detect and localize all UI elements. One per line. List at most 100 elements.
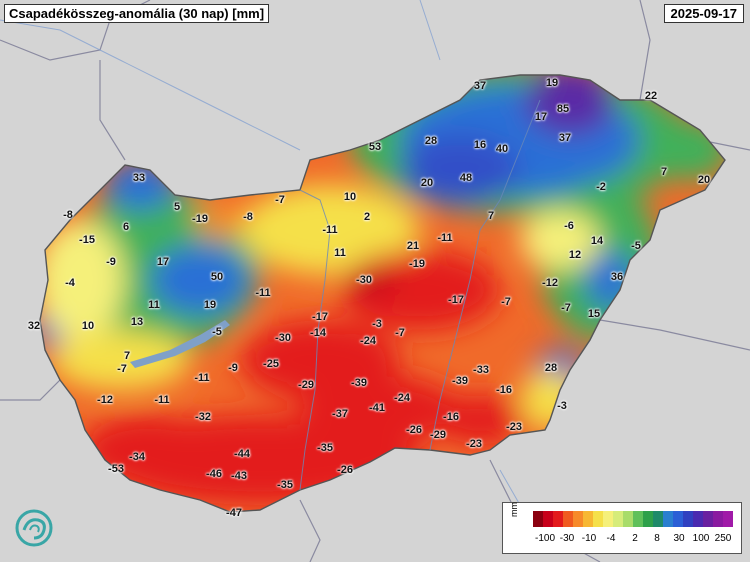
station-value: 28	[424, 135, 438, 147]
station-value: -23	[506, 421, 522, 433]
color-legend: mm -100 -30 -10 -4 2 8 30 100 250	[502, 502, 742, 554]
legend-label: 8	[654, 533, 660, 544]
station-value: 10	[343, 191, 357, 203]
station-value: -11	[437, 232, 453, 244]
station-value: -35	[317, 442, 333, 454]
station-value: -2	[596, 181, 606, 193]
station-value: 19	[203, 299, 217, 311]
station-value: -44	[234, 448, 250, 460]
station-value: -8	[63, 209, 73, 221]
station-value: -7	[561, 302, 571, 314]
legend-swatch	[573, 511, 583, 527]
station-value: 32	[27, 320, 41, 332]
station-value: 17	[156, 256, 170, 268]
station-value: -25	[263, 358, 279, 370]
station-value: -7	[395, 327, 405, 339]
omsz-logo-icon	[15, 509, 53, 547]
station-value: -16	[443, 411, 459, 423]
legend-label: 100	[692, 533, 710, 544]
station-value: -5	[212, 326, 222, 338]
station-value: -4	[65, 277, 75, 289]
station-value: -34	[129, 451, 145, 463]
legend-label: 2	[632, 533, 638, 544]
legend-colorbar	[533, 511, 733, 527]
legend-swatch	[633, 511, 643, 527]
station-value: -6	[564, 220, 574, 232]
legend-swatch	[683, 511, 693, 527]
station-value: -17	[312, 311, 328, 323]
legend-swatch	[543, 511, 553, 527]
station-value: -7	[501, 296, 511, 308]
station-value: -30	[356, 274, 372, 286]
station-value: -9	[228, 362, 238, 374]
station-value: -32	[195, 411, 211, 423]
station-value: 5	[173, 201, 181, 213]
station-value: 40	[495, 143, 509, 155]
station-value: -33	[473, 364, 489, 376]
station-value: 22	[644, 90, 658, 102]
station-value: -39	[452, 375, 468, 387]
station-value: -8	[243, 211, 253, 223]
station-value: -9	[106, 256, 116, 268]
station-value: 53	[368, 141, 382, 153]
station-value: 28	[544, 362, 558, 374]
legend-swatch	[553, 511, 563, 527]
station-value: -26	[406, 424, 422, 436]
station-value: 7	[660, 166, 668, 178]
legend-label: 30	[673, 533, 685, 544]
station-value: 19	[545, 77, 559, 89]
map-title: Csapadékösszeg-anomália (30 nap) [mm]	[4, 4, 270, 23]
rivers	[299, 99, 541, 491]
station-value: -53	[108, 463, 124, 475]
station-value: -11	[154, 394, 170, 406]
station-value: -12	[542, 277, 558, 289]
station-value: -3	[557, 400, 567, 412]
station-value: -35	[277, 479, 293, 491]
legend-label: -4	[606, 533, 616, 544]
legend-swatch	[583, 511, 593, 527]
station-value: 48	[459, 172, 473, 184]
station-value: -37	[332, 408, 348, 420]
legend-swatch	[593, 511, 603, 527]
legend-swatch	[533, 511, 543, 527]
station-value: 17	[534, 111, 548, 123]
legend-swatch	[673, 511, 683, 527]
legend-label: -10	[581, 533, 597, 544]
station-value: -46	[206, 468, 222, 480]
station-value: -26	[337, 464, 353, 476]
legend-swatch	[653, 511, 663, 527]
station-value: 12	[568, 249, 582, 261]
station-value: -29	[430, 429, 446, 441]
station-value: -19	[192, 213, 208, 225]
station-value: -12	[97, 394, 113, 406]
station-value: -47	[226, 507, 242, 519]
station-value: -5	[631, 240, 641, 252]
station-value: -30	[275, 332, 291, 344]
station-value: -11	[194, 372, 210, 384]
legend-label: -100	[534, 533, 556, 544]
station-value: -19	[409, 258, 425, 270]
station-value: 2	[363, 211, 371, 223]
station-value: -39	[351, 377, 367, 389]
station-value: -29	[298, 379, 314, 391]
station-value: 21	[406, 240, 420, 252]
station-value: -24	[394, 392, 410, 404]
station-value: 6	[122, 221, 130, 233]
station-value: 11	[334, 247, 346, 259]
lake-balaton	[130, 320, 230, 368]
station-value: 7	[123, 350, 131, 362]
station-value: -15	[79, 234, 95, 246]
station-value: -7	[275, 194, 285, 206]
legend-swatch	[703, 511, 713, 527]
station-value: 16	[473, 139, 487, 151]
station-value: -3	[372, 318, 382, 330]
legend-swatch	[723, 511, 733, 527]
station-value: 85	[556, 103, 570, 115]
legend-swatch	[713, 511, 723, 527]
station-value: -43	[231, 470, 247, 482]
station-value: 15	[587, 308, 601, 320]
legend-label: -30	[559, 533, 575, 544]
station-value: 13	[130, 316, 144, 328]
